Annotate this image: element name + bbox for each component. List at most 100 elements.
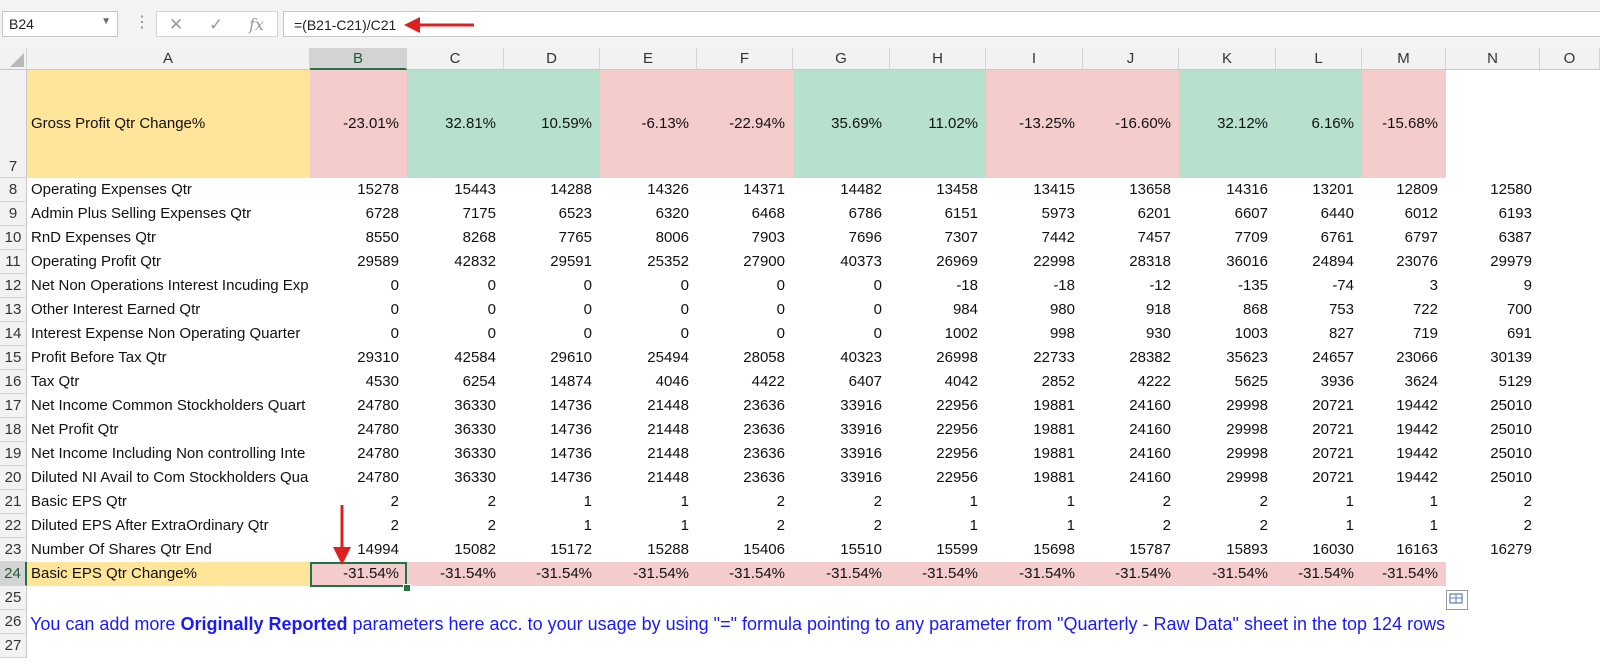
cell[interactable] (1446, 70, 1540, 178)
column-header-f[interactable]: F (697, 48, 793, 70)
cell[interactable]: 29998 (1226, 445, 1268, 462)
cell[interactable]: 16163 (1396, 541, 1438, 558)
cell[interactable]: 7765 (558, 229, 592, 246)
cell[interactable]: 2 (1523, 517, 1532, 534)
quick-analysis-icon[interactable] (1446, 590, 1468, 610)
row-header-11[interactable]: 11 (0, 250, 27, 274)
cell[interactable]: 26998 (936, 349, 978, 366)
column-header-d[interactable]: D (504, 48, 600, 70)
cell[interactable]: 1002 (944, 325, 978, 342)
cell[interactable]: 2 (1162, 493, 1171, 510)
cell[interactable]: 0 (487, 277, 496, 294)
cell[interactable]: 7442 (1041, 229, 1075, 246)
cell[interactable]: 6407 (848, 373, 882, 390)
cell[interactable]: 15278 (357, 181, 399, 198)
cell[interactable]: 3936 (1320, 373, 1354, 390)
cell[interactable]: 33916 (840, 397, 882, 414)
cell[interactable]: 20721 (1312, 397, 1354, 414)
column-header-j[interactable]: J (1083, 48, 1179, 70)
column-header-e[interactable]: E (600, 48, 697, 70)
cell[interactable]: -31.54% (407, 562, 504, 586)
cell[interactable]: 1 (1066, 493, 1075, 510)
cell[interactable]: 700 (1506, 301, 1532, 318)
cell[interactable]: 25010 (1490, 445, 1532, 462)
cell[interactable]: 15698 (1033, 541, 1075, 558)
cell[interactable]: 984 (952, 301, 978, 318)
cell[interactable]: 0 (680, 301, 689, 318)
cell[interactable]: 1 (680, 517, 689, 534)
cell[interactable]: 2 (873, 517, 882, 534)
cell[interactable]: 1003 (1234, 325, 1268, 342)
cell[interactable]: 24160 (1129, 421, 1171, 438)
cell[interactable]: 24160 (1129, 397, 1171, 414)
cell[interactable]: 24657 (1312, 349, 1354, 366)
cell[interactable]: -22.94% (697, 70, 793, 178)
cell[interactable] (1179, 586, 1276, 610)
cell[interactable]: 10.59% (504, 70, 600, 178)
cell[interactable]: 19442 (1396, 421, 1438, 438)
cell[interactable]: 4046 (655, 373, 689, 390)
cell[interactable]: 23636 (743, 445, 785, 462)
cell[interactable]: 4042 (944, 373, 978, 390)
row-header-26[interactable]: 26 (0, 610, 27, 634)
cell[interactable]: 36330 (454, 421, 496, 438)
cell[interactable]: 21448 (647, 421, 689, 438)
cell[interactable]: 2 (487, 517, 496, 534)
cell[interactable]: -135 (1237, 277, 1268, 294)
cell[interactable]: 2 (873, 493, 882, 510)
cell[interactable]: 33916 (840, 445, 882, 462)
row-header-14[interactable]: 14 (0, 322, 27, 346)
cell[interactable]: 14326 (647, 181, 689, 198)
cell[interactable]: 0 (873, 325, 882, 342)
row-header-23[interactable]: 23 (0, 538, 27, 562)
row-header-24[interactable]: 24 (0, 562, 27, 586)
cell[interactable]: 2 (776, 493, 785, 510)
cell[interactable] (1083, 634, 1179, 658)
cell[interactable] (697, 586, 793, 610)
cell[interactable]: 19881 (1033, 421, 1075, 438)
cell[interactable]: 0 (583, 325, 592, 342)
cell[interactable]: 1 (969, 493, 978, 510)
cell[interactable]: 22733 (1033, 349, 1075, 366)
cell[interactable] (310, 634, 407, 658)
cell[interactable]: 29998 (1226, 397, 1268, 414)
row-header-7[interactable]: 7 (0, 70, 27, 178)
fx-icon[interactable]: fx (249, 15, 264, 34)
cell[interactable]: 19442 (1396, 445, 1438, 462)
cancel-icon[interactable]: ✕ (169, 15, 184, 34)
cell[interactable]: 6201 (1137, 205, 1171, 222)
cell[interactable]: 6797 (1404, 229, 1438, 246)
cell[interactable]: -12 (1149, 277, 1171, 294)
cell[interactable]: 27900 (743, 253, 785, 270)
cell[interactable] (1446, 562, 1540, 586)
cell[interactable] (890, 634, 986, 658)
cell[interactable]: 15406 (743, 541, 785, 558)
row-header-16[interactable]: 16 (0, 370, 27, 394)
cell[interactable]: 2 (390, 517, 399, 534)
cell[interactable]: 36330 (454, 445, 496, 462)
column-header-a[interactable]: A (27, 48, 310, 70)
row-header-10[interactable]: 10 (0, 226, 27, 250)
cell[interactable]: 19881 (1033, 469, 1075, 486)
cell[interactable]: 29979 (1490, 253, 1532, 270)
cell[interactable] (407, 634, 504, 658)
row-header-17[interactable]: 17 (0, 394, 27, 418)
cell[interactable]: 6440 (1320, 205, 1354, 222)
cell[interactable]: 29998 (1226, 421, 1268, 438)
cell[interactable]: 1 (583, 493, 592, 510)
column-header-b[interactable]: B (310, 48, 407, 70)
cell[interactable]: 22956 (936, 445, 978, 462)
cell[interactable]: 28382 (1129, 349, 1171, 366)
cell[interactable]: 2 (1523, 493, 1532, 510)
cell[interactable]: -74 (1332, 277, 1354, 294)
column-header-c[interactable]: C (407, 48, 504, 70)
cell[interactable]: 998 (1049, 325, 1075, 342)
cell[interactable]: 4530 (365, 373, 399, 390)
cell[interactable]: 0 (390, 301, 399, 318)
column-header-n[interactable]: N (1446, 48, 1540, 70)
cell[interactable] (1276, 586, 1362, 610)
cell[interactable]: -31.54% (310, 562, 407, 586)
cell[interactable]: 5129 (1498, 373, 1532, 390)
cell[interactable]: 868 (1242, 301, 1268, 318)
cell[interactable]: -15.68% (1362, 70, 1446, 178)
